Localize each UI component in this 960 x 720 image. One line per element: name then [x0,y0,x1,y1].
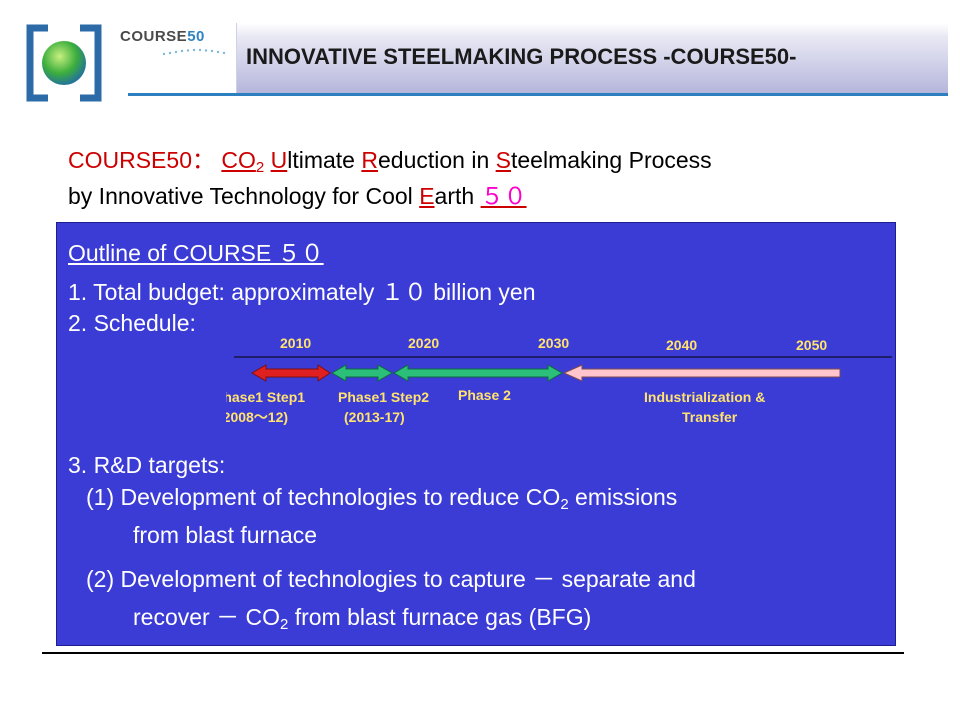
definition-steelmaking: teelmaking Process [510,147,712,173]
course50-logo-icon [26,24,102,102]
phase2-arrow [392,364,564,382]
target-2-line2: recover － CO2 from blast furnace gas (BF… [133,604,592,633]
phase1-step2-years: (2013-17) [344,409,405,425]
definition-prefix: COURSE50： [68,147,215,173]
outline-item-targets: 3. R&D targets: [68,452,226,478]
definition-ultimate: ltimate [287,147,355,173]
footer-rule [42,652,904,654]
title-underline-rule [128,93,948,96]
phase1-step2-label: Phase1 Step2 [338,389,429,405]
definition-letter-e: E [419,183,435,209]
wordmark-dots-icon [162,48,226,56]
timeline-year-2020: 2020 [408,335,439,351]
definition-letter-s: S [495,147,511,173]
transfer-label: Transfer [682,409,738,425]
title-banner [236,23,948,93]
outline-panel [56,222,896,646]
timeline-year-2030: 2030 [538,335,569,351]
industrialization-label: Industrialization & [644,389,765,405]
wordmark-text: COURSE [120,28,188,45]
definition-letter-u: U [270,147,288,173]
definition-fifty: ５０ [480,183,527,209]
phase1-step1-years: (2008～12) [226,409,288,425]
timeline-year-2050: 2050 [796,337,827,353]
definition-letter-r: R [361,147,378,173]
definition-reduction: eduction in [378,147,490,173]
definition-co: CO2 [221,147,265,176]
definition-earth: arth [434,183,475,209]
target-1-line2: from blast furnace [133,522,318,548]
outline-item-schedule: 2. Schedule: [68,310,196,336]
definition-line2-text: by Innovative Technology for Cool [68,183,413,209]
timeline-year-2040: 2040 [666,337,697,353]
acronym-definition-line2: by Innovative Technology for Cool Earth … [68,177,527,211]
acronym-definition-line1: COURSE50： CO2 Ultimate Reduction in Stee… [68,141,712,176]
phase2-label: Phase 2 [458,387,511,403]
schedule-timeline: 2010 2020 2030 2040 2050 Phase1 Step1 (2… [226,335,892,425]
phase1-step2-arrow [330,364,394,382]
target-2-line1: (2) Development of technologies to captu… [86,566,696,592]
target-1-line1: (1) Development of technologies to reduc… [86,484,678,513]
timeline-year-2010: 2010 [280,335,311,351]
outline-item-budget: 1. Total budget: approximately １０ billio… [68,279,536,305]
page-title: INNOVATIVE STEELMAKING PROCESS -COURSE50… [246,44,797,69]
course50-wordmark: COURSE50 [120,26,230,66]
phase1-step1-arrow [250,364,331,382]
industrialization-arrow [562,364,841,382]
outline-heading: Outline of COURSE ５０ [68,240,324,266]
wordmark-number: 50 [187,28,205,45]
phase1-step1-label: Phase1 Step1 [226,389,305,405]
